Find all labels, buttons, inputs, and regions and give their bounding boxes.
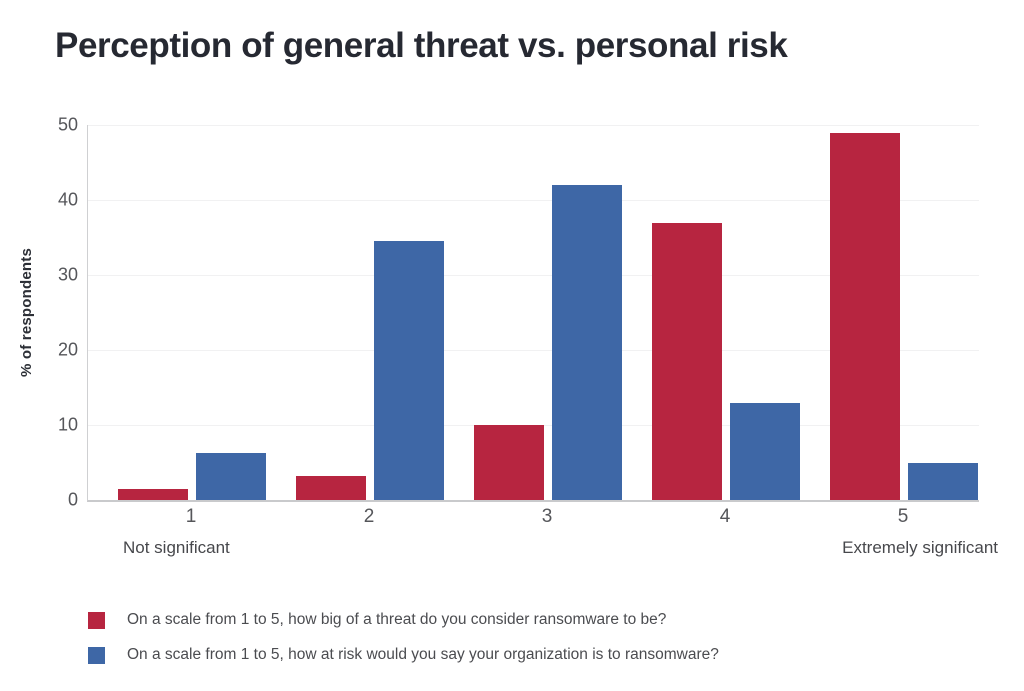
bar-threat-4 [652, 222, 722, 500]
legend-label-threat: On a scale from 1 to 5, how big of a thr… [127, 611, 667, 628]
bar-risk-2 [374, 241, 444, 500]
bar-risk-5 [908, 462, 978, 500]
chart-title: Perception of general threat vs. persona… [55, 26, 788, 65]
x-tick-4: 4 [719, 506, 731, 527]
bar-risk-4 [730, 402, 800, 500]
bar-threat-3 [474, 425, 544, 500]
x-tick-1: 1 [185, 506, 197, 527]
legend-swatch-red [88, 611, 105, 629]
y-tick-30: 30 [57, 264, 78, 285]
legend-item-risk: On a scale from 1 to 5, how at risk woul… [88, 641, 719, 669]
legend-label-risk: On a scale from 1 to 5, how at risk woul… [127, 646, 719, 663]
y-tick-0: 0 [67, 489, 78, 510]
y-axis-ticks: 0 10 20 30 40 50 [0, 115, 78, 510]
x-axis-label-right: Extremely significant [842, 538, 998, 557]
y-tick-10: 10 [57, 414, 78, 435]
plot-area [87, 125, 979, 502]
y-tick-20: 20 [57, 339, 78, 360]
legend-swatch-blue [88, 646, 105, 664]
y-tick-50: 50 [57, 114, 78, 135]
x-tick-5: 5 [897, 506, 909, 527]
bar-threat-5 [830, 132, 900, 500]
y-tick-40: 40 [57, 189, 78, 210]
legend-item-threat: On a scale from 1 to 5, how big of a thr… [88, 606, 719, 634]
gridline-40 [88, 200, 979, 201]
x-axis-ticks: 1 2 3 4 5 [87, 506, 978, 530]
bar-threat-1 [118, 488, 188, 500]
x-tick-3: 3 [541, 506, 553, 527]
gridline-30 [88, 275, 979, 276]
gridline-20 [88, 350, 979, 351]
bar-threat-2 [296, 476, 366, 500]
bar-risk-3 [552, 185, 622, 500]
x-axis-label-left: Not significant [123, 538, 230, 557]
legend: On a scale from 1 to 5, how big of a thr… [88, 606, 719, 669]
x-tick-2: 2 [363, 506, 375, 527]
gridline-50 [88, 125, 979, 126]
bar-risk-1 [196, 452, 266, 500]
